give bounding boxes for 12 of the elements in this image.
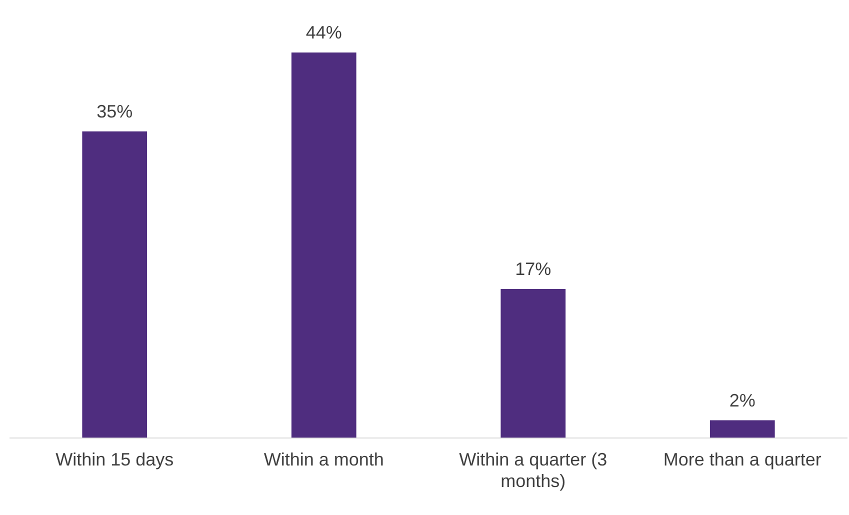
data-label: 44% <box>306 22 342 43</box>
data-label: 2% <box>729 390 756 410</box>
bar <box>500 288 566 438</box>
bar <box>291 52 356 438</box>
data-label: 17% <box>515 258 552 279</box>
data-label: 35% <box>96 101 133 122</box>
x-tick-label: More than a quarter <box>663 450 822 470</box>
x-tick-label: Within a quarter (3 months) <box>459 450 608 492</box>
x-tick-label: Within a month <box>264 450 384 470</box>
x-tick-label: Within 15 days <box>56 450 174 470</box>
bar <box>82 131 148 438</box>
bar <box>710 420 775 438</box>
